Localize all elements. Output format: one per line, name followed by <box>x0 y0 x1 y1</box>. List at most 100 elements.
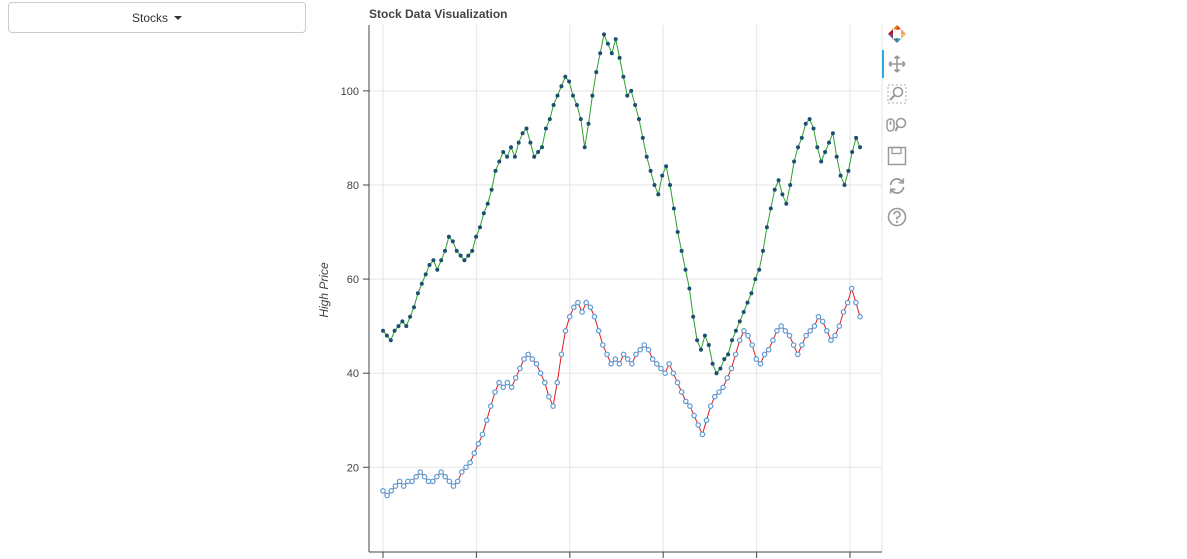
data-point <box>543 126 548 131</box>
data-point <box>842 182 847 187</box>
wheel-zoom-icon <box>886 117 907 132</box>
data-point <box>567 79 572 84</box>
data-point <box>695 422 702 428</box>
data-point <box>823 149 828 154</box>
data-point <box>483 417 490 424</box>
data-point <box>749 342 756 348</box>
data-point <box>660 173 665 178</box>
pan-tool-button[interactable] <box>882 50 910 78</box>
data-point <box>541 379 548 386</box>
data-point <box>463 464 469 471</box>
data-point <box>598 51 603 56</box>
data-point <box>741 327 747 334</box>
data-point <box>733 328 738 333</box>
data-point <box>517 365 523 372</box>
data-point <box>566 313 573 320</box>
data-point <box>605 41 610 46</box>
data-point <box>857 313 863 320</box>
save-icon <box>887 146 907 166</box>
data-point <box>675 229 680 234</box>
data-point <box>815 313 822 320</box>
data-point <box>718 366 723 371</box>
data-point <box>409 478 415 485</box>
data-point <box>599 342 606 348</box>
data-point <box>778 323 785 329</box>
pan-active-indicator <box>882 50 884 78</box>
data-point <box>583 299 590 306</box>
data-point <box>574 103 579 108</box>
data-point <box>722 357 727 362</box>
data-point <box>687 286 692 291</box>
chart-axes: 20 40 60 80 100 <box>341 25 882 558</box>
data-point <box>714 371 719 376</box>
data-point <box>554 379 561 386</box>
data-point <box>656 192 661 197</box>
data-point <box>477 225 482 230</box>
data-point <box>520 131 525 136</box>
data-point <box>853 299 859 306</box>
y-tick-label: 60 <box>347 274 359 286</box>
data-point <box>604 351 610 358</box>
data-point <box>562 327 569 334</box>
data-point <box>745 300 750 305</box>
data-point <box>434 473 440 480</box>
help-tool-button[interactable] <box>884 205 910 229</box>
data-point <box>850 149 855 154</box>
reset-tool-button[interactable] <box>884 174 910 198</box>
data-point <box>602 32 607 37</box>
data-point <box>854 135 859 140</box>
data-point <box>536 149 541 154</box>
data-point <box>815 145 820 150</box>
data-point <box>438 469 444 475</box>
data-point <box>819 318 826 325</box>
box-zoom-tool-button[interactable] <box>884 82 910 106</box>
data-point <box>400 483 407 489</box>
stocks-dropdown-button[interactable]: Stocks <box>8 2 306 33</box>
bokeh-logo-icon <box>884 22 910 46</box>
data-point <box>392 328 397 333</box>
data-point <box>728 365 735 372</box>
data-point <box>404 324 409 329</box>
data-point <box>450 483 457 489</box>
data-point <box>521 356 527 362</box>
data-point <box>652 182 657 187</box>
data-point <box>591 313 598 320</box>
data-point <box>454 248 459 253</box>
data-point <box>648 168 653 173</box>
data-point <box>741 309 746 314</box>
data-point <box>838 173 843 178</box>
data-point <box>683 267 688 272</box>
data-point <box>505 154 510 159</box>
data-point <box>408 314 413 319</box>
wheel-zoom-tool-button[interactable] <box>884 113 910 137</box>
data-point <box>384 492 390 499</box>
data-point <box>730 338 735 343</box>
data-point <box>706 342 711 347</box>
save-tool-button[interactable] <box>884 144 910 168</box>
data-point <box>388 338 393 343</box>
data-point <box>617 55 622 60</box>
data-point <box>811 323 818 329</box>
data-point <box>435 267 440 272</box>
data-point <box>637 117 642 122</box>
data-point <box>786 332 793 339</box>
data-point <box>550 403 556 409</box>
data-point <box>388 487 395 494</box>
data-point <box>737 319 742 324</box>
data-point <box>525 351 532 358</box>
data-point <box>768 206 773 211</box>
data-point <box>846 168 851 173</box>
data-point <box>621 74 626 79</box>
data-point <box>533 360 540 367</box>
data-point <box>836 323 843 329</box>
data-point <box>736 337 743 344</box>
data-point <box>827 140 832 145</box>
data-point <box>547 117 552 122</box>
data-point <box>796 145 801 150</box>
data-point <box>625 93 630 98</box>
data-point <box>458 469 465 475</box>
data-point <box>595 327 602 334</box>
data-point <box>761 248 766 253</box>
data-point <box>528 140 533 145</box>
